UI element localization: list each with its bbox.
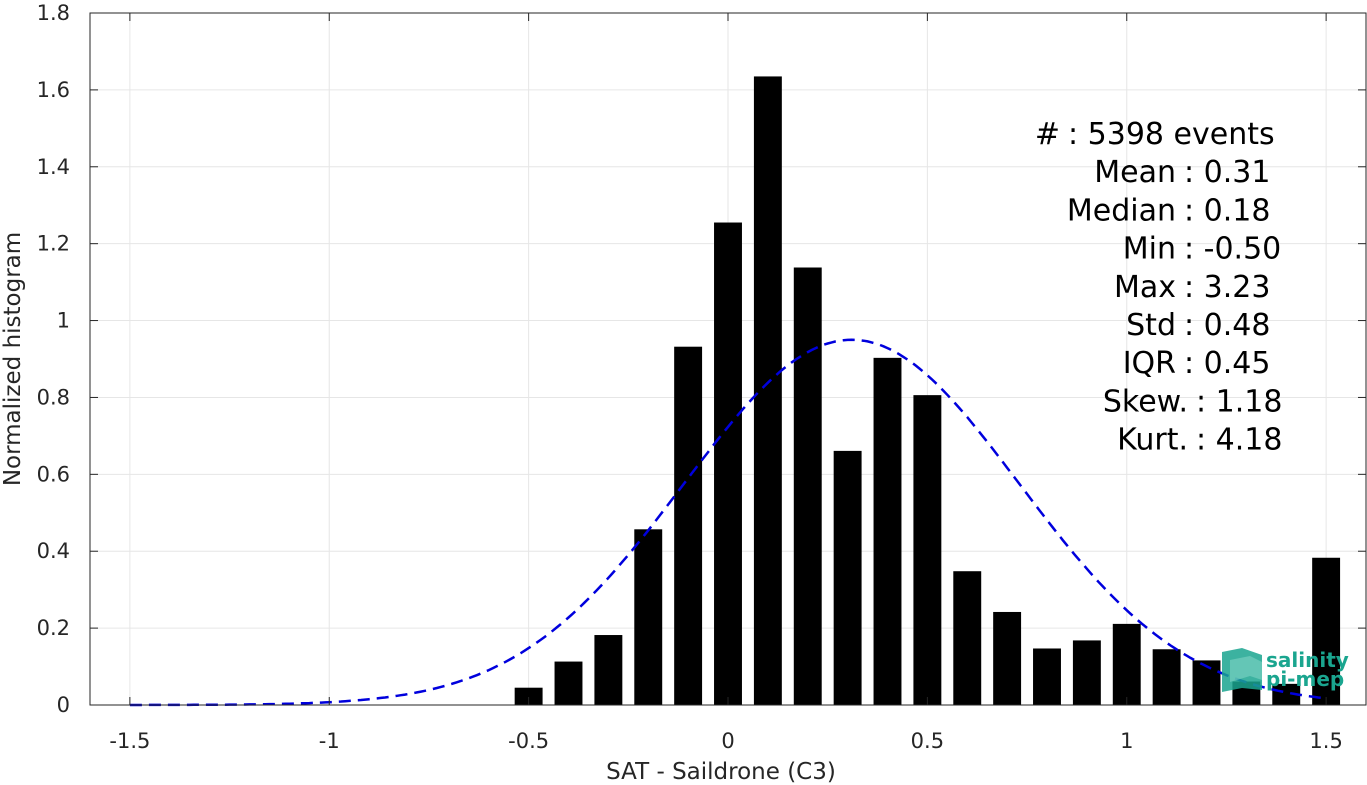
histogram-bar <box>514 687 543 705</box>
stat-value: : 5398 events <box>1068 117 1275 152</box>
histogram-bar <box>554 661 583 705</box>
salinity-pi-mep-logo: salinity pi-mep <box>1222 648 1349 692</box>
stat-label: Skew. <box>1103 384 1188 419</box>
histogram-bar <box>953 571 982 705</box>
histogram-bar <box>674 346 703 705</box>
histogram-bar <box>1192 660 1221 705</box>
stat-label: IQR <box>1123 346 1176 381</box>
stat-label: Kurt. <box>1117 423 1188 458</box>
y-tick-label: 1.6 <box>37 78 70 102</box>
stat-label: Mean <box>1094 155 1176 190</box>
y-tick-label: 1 <box>57 309 70 333</box>
y-tick-label: 0 <box>57 693 70 717</box>
stat-value: : 1.18 <box>1196 384 1282 419</box>
histogram-bar <box>634 529 663 705</box>
bars <box>514 76 1341 705</box>
x-axis-label: SAT - Saildrone (C3) <box>606 759 836 785</box>
histogram-bar <box>714 222 742 705</box>
y-tick-label: 1.2 <box>37 232 70 256</box>
logo-line1: salinity <box>1266 648 1349 672</box>
x-tick-label: 0.5 <box>911 729 944 753</box>
histogram-bar <box>913 395 942 705</box>
y-tick-label: 0.2 <box>37 616 70 640</box>
y-tick-label: 0.6 <box>37 462 70 486</box>
histogram-bar <box>1312 557 1341 705</box>
logo-line2: pi-mep <box>1266 667 1344 691</box>
stat-value: : 0.45 <box>1184 346 1270 381</box>
histogram-bar <box>753 76 782 705</box>
histogram-bar <box>833 450 862 705</box>
y-tick-label: 1.8 <box>37 1 70 25</box>
stat-value: : 0.31 <box>1184 155 1270 190</box>
x-tick-label: 1 <box>1120 729 1133 753</box>
histogram-bar <box>594 635 623 705</box>
y-axis-label: Normalized histogram <box>0 232 26 486</box>
stat-value: : -0.50 <box>1184 232 1281 267</box>
stat-label: Max <box>1114 270 1176 305</box>
histogram-bar <box>1033 648 1061 705</box>
histogram-bar <box>873 357 902 705</box>
stat-value: : 3.23 <box>1184 270 1270 305</box>
y-tick-label: 0.4 <box>37 539 70 563</box>
x-tick-label: -0.5 <box>508 729 549 753</box>
histogram-bar <box>1112 623 1141 705</box>
y-tick-label: 1.4 <box>37 155 70 179</box>
stat-label: Min <box>1123 232 1176 267</box>
stat-label: # <box>1035 117 1060 152</box>
stat-label: Std <box>1126 308 1176 343</box>
wave-logo-icon <box>1222 648 1262 692</box>
stat-value: : 4.18 <box>1196 423 1282 458</box>
histogram-bar <box>1072 640 1101 705</box>
y-tick-label: 0.8 <box>37 385 70 409</box>
x-axis-ticks: -1.5 -1 -0.5 0 0.5 1 1.5 <box>109 13 1343 753</box>
x-tick-label: 1.5 <box>1309 729 1342 753</box>
stat-value: : 0.48 <box>1184 308 1270 343</box>
histogram-bar <box>993 611 1022 705</box>
histogram-bar <box>1152 649 1181 705</box>
histogram-bar <box>1272 683 1301 705</box>
histogram-bar <box>793 267 822 705</box>
stat-label: Median <box>1067 193 1176 228</box>
x-tick-label: 0 <box>721 729 734 753</box>
stat-value: : 0.18 <box>1184 193 1270 228</box>
x-tick-label: -1 <box>319 729 340 753</box>
x-tick-label: -1.5 <box>109 729 150 753</box>
y-axis-ticks: 0 0.2 0.4 0.6 0.8 1 1.2 1.4 1.6 1.8 <box>37 1 1366 717</box>
